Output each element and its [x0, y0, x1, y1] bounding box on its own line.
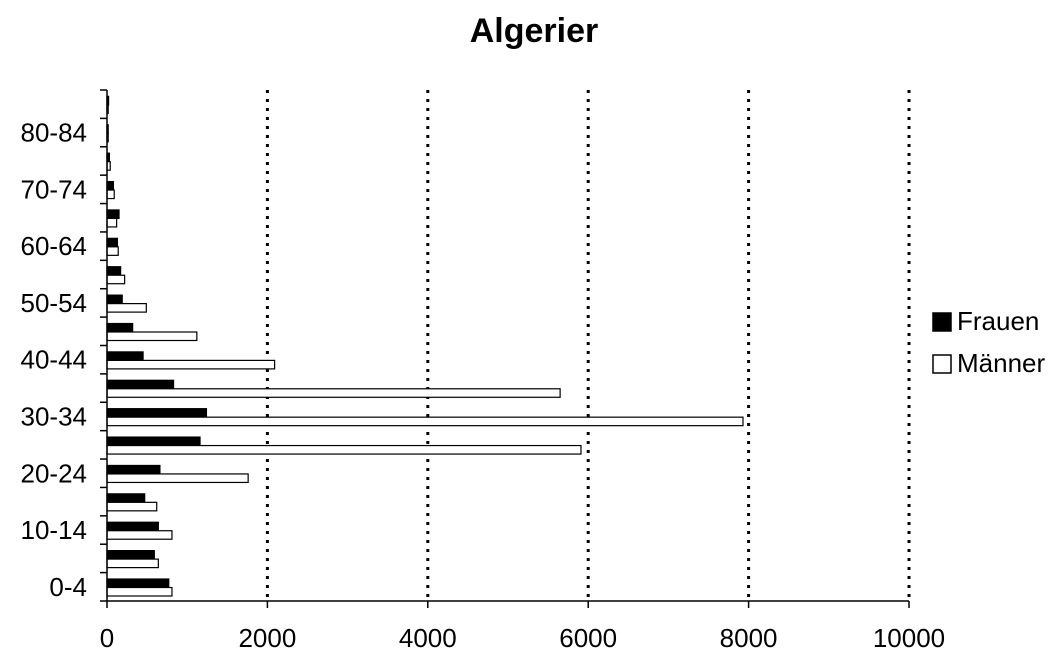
y-tick-label: 10-14: [21, 515, 88, 545]
x-tick-label: 8000: [720, 623, 778, 653]
bar-frauen-5-9: [106, 550, 155, 560]
x-tick-label: 4000: [399, 623, 457, 653]
bar-maenner-10-14: [106, 530, 173, 540]
bar-frauen-30-34: [106, 408, 208, 418]
bar-frauen-15-19: [106, 493, 146, 503]
bar-frauen-35-39: [106, 379, 175, 390]
bar-frauen-60-64: [106, 237, 119, 248]
bar-maenner-50-54: [106, 303, 147, 313]
bar-maenner-60-64: [106, 246, 119, 256]
x-tick-label: 6000: [559, 623, 617, 653]
bar-maenner-65-69: [106, 217, 118, 228]
bar-maenner-15-19: [106, 501, 158, 512]
bar-frauen-40-44: [106, 351, 144, 361]
bar-frauen-50-54: [106, 294, 123, 305]
bar-frauen-20-24: [106, 464, 161, 475]
bar-maenner-35-39: [106, 388, 561, 398]
legend-label-0: Frauen: [957, 306, 1039, 336]
bar-frauen-0-4: [106, 578, 170, 589]
bar-maenner-20-24: [106, 473, 249, 484]
legend-swatch-1: [932, 354, 952, 374]
bar-frauen-70-74: [106, 180, 115, 191]
bar-maenner-30-34: [106, 416, 744, 427]
legend: Frauen Männer: [932, 306, 1045, 378]
bar-maenner-45-49: [106, 331, 198, 342]
y-tick-label: 80-84: [21, 118, 88, 148]
bar-maenner-0-4: [106, 586, 173, 597]
y-tick-label: 0-4: [49, 572, 87, 602]
legend-label-1: Männer: [957, 348, 1045, 378]
axes: [100, 89, 910, 608]
x-tick-label: 0: [100, 623, 114, 653]
bar-maenner-55-59: [106, 274, 126, 285]
y-tick-label: 60-64: [21, 231, 88, 261]
bar-frauen-65-69: [106, 209, 120, 220]
x-tick-label: 2000: [238, 623, 296, 653]
bars: [106, 95, 744, 597]
bar-frauen-25-29: [106, 436, 201, 447]
legend-swatch-0: [932, 312, 952, 332]
y-tick-label: 40-44: [21, 345, 88, 375]
bar-frauen-45-49: [106, 322, 134, 333]
y-tick-label: 70-74: [21, 174, 88, 204]
x-tick-label: 10000: [873, 623, 945, 653]
bar-frauen-55-59: [106, 266, 122, 276]
bar-maenner-70-74: [106, 189, 115, 200]
bar-frauen-10-14: [106, 521, 159, 532]
x-tick-labels: 0 2000 4000 6000 8000 10000: [100, 623, 945, 653]
bar-maenner-40-44: [106, 359, 276, 370]
y-tick-label: 50-54: [21, 288, 88, 318]
y-tick-label: 30-34: [21, 401, 88, 431]
chart-title: Algerier: [470, 12, 599, 50]
bar-maenner-25-29: [106, 444, 582, 455]
y-tick-labels: 0-4 10-14 20-24 30-34 40-44 50-54 60-64 70-74 80…: [21, 118, 88, 602]
y-tick-label: 20-24: [21, 458, 88, 488]
grid-lines: [265, 90, 911, 601]
bar-maenner-5-9: [106, 558, 159, 569]
